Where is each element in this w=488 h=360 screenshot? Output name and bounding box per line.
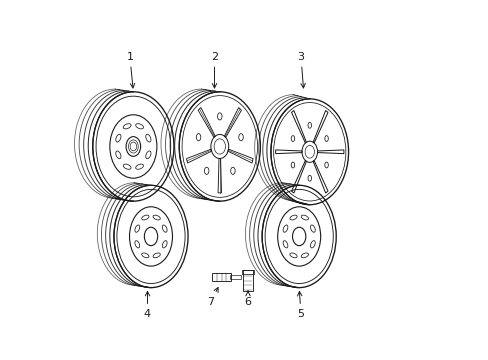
Text: 4: 4: [143, 292, 151, 319]
Text: 5: 5: [297, 292, 304, 319]
Text: 3: 3: [297, 51, 305, 88]
Text: 1: 1: [126, 51, 135, 88]
Text: 6: 6: [244, 291, 251, 307]
Text: 7: 7: [207, 288, 218, 307]
Text: 2: 2: [210, 51, 218, 88]
